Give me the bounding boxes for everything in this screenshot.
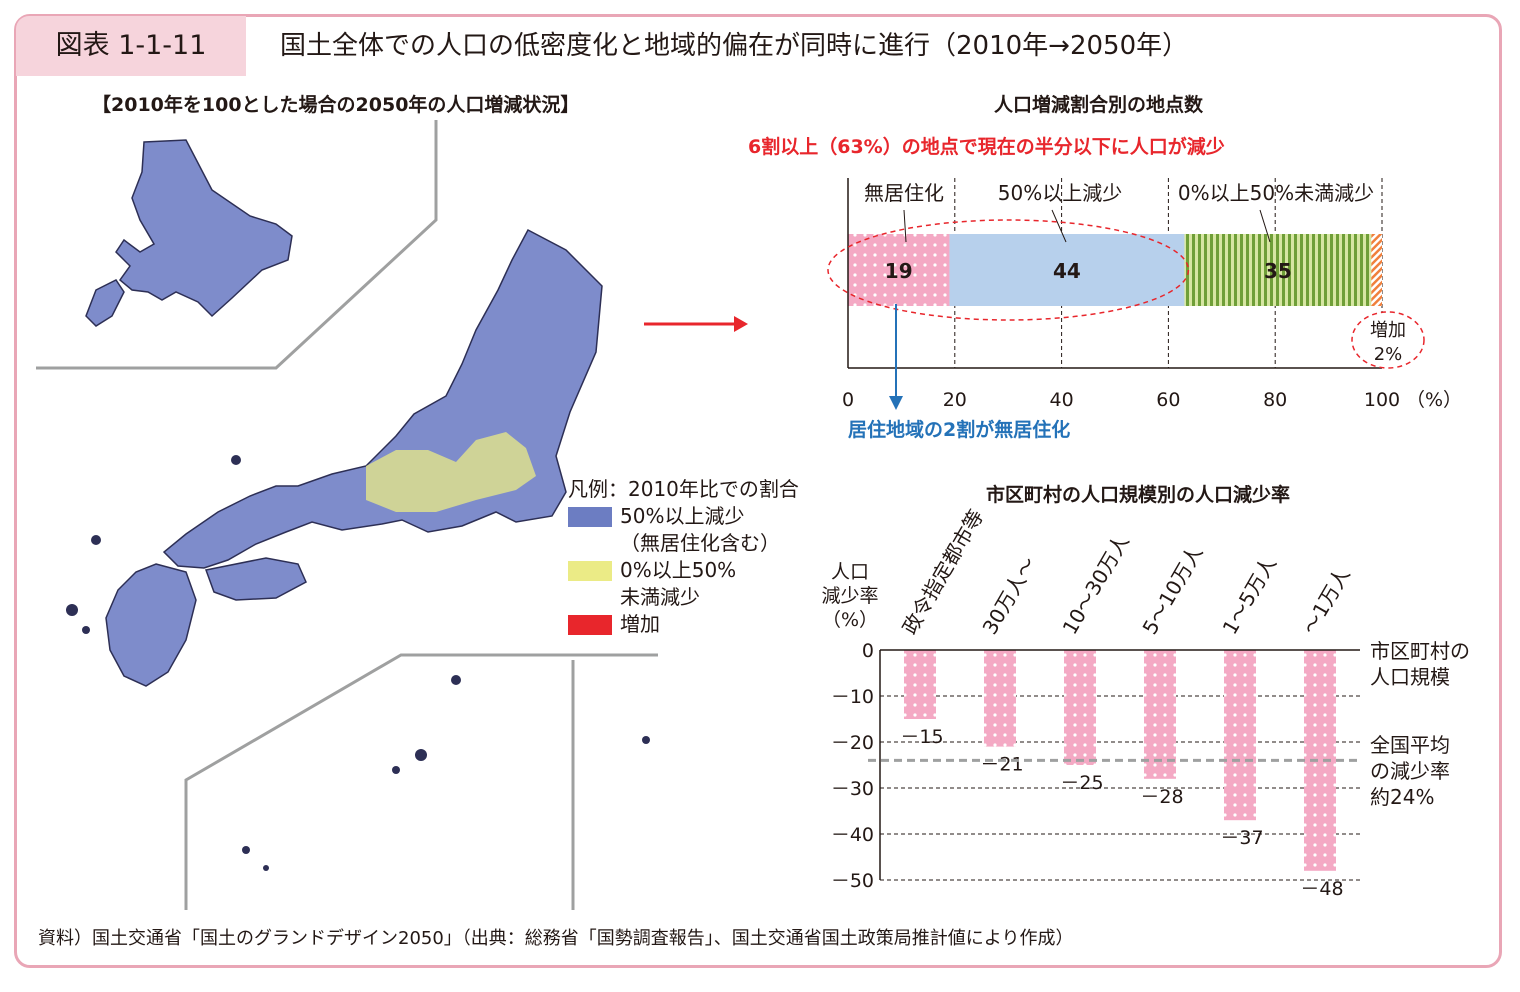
data-label: －25: [1060, 772, 1103, 794]
segment-label: 無居住化: [864, 181, 944, 205]
hokkaido-inset-frame: [36, 120, 438, 370]
pointer-line: [1259, 209, 1271, 243]
tick-label: 20: [943, 389, 967, 411]
legend-swatch: [568, 561, 612, 581]
tick-label: 0: [842, 389, 854, 411]
pointer-line: [1051, 209, 1067, 243]
category-label: ～1万人: [1298, 564, 1355, 639]
average-label: 全国平均: [1370, 733, 1450, 757]
bar: [984, 650, 1016, 747]
increase-label: 増加: [1370, 320, 1406, 341]
tick-label: －20: [831, 732, 874, 754]
tick-label: 100: [1364, 389, 1400, 411]
legend-swatch: [568, 507, 612, 527]
tick-label: －30: [831, 778, 874, 800]
tick-label: －50: [831, 870, 874, 892]
islands: [66, 455, 650, 871]
data-label: 44: [1053, 259, 1081, 283]
y-axis-label: 人口: [831, 561, 869, 583]
segment-label: 50%以上減少: [998, 181, 1122, 205]
category-label: 1～5万人: [1218, 552, 1282, 638]
tick-label: 0: [862, 640, 874, 662]
legend-label: （無居住化含む）: [620, 531, 780, 555]
bar-segment: [949, 234, 1185, 306]
kyushu-shikoku-shape: [105, 557, 307, 687]
arrow-down-icon: [889, 396, 903, 410]
bar-panel-headline: 6割以上（63%）の地点で現在の半分以下に人口が減少: [748, 136, 1225, 158]
tick-label: －10: [831, 686, 874, 708]
y-axis-label: 減少率: [821, 585, 878, 607]
bar-segment: [1371, 234, 1382, 306]
average-label: 約24%: [1370, 785, 1434, 809]
source-note: 資料）国土交通省「国土のグランドデザイン2050」（出典：総務省「国勢調査報告」…: [38, 928, 1074, 949]
bar: [1144, 650, 1176, 779]
data-label: －37: [1220, 827, 1263, 849]
data-label: －48: [1300, 878, 1343, 900]
average-label: の減少率: [1370, 759, 1450, 783]
bar: [904, 650, 936, 719]
population-decline-chart: －15 政令指定都市等 －21 30万人～ －25 10～30万人 －28 5～10万人 －37…: [821, 505, 1470, 900]
note-text: 居住地域の2割が無居住化: [848, 418, 1070, 441]
hokkaido-shape: [85, 139, 293, 327]
bar-segment: [848, 234, 950, 306]
figure-title: 国土全体での人口の低密度化と地域的偏在が同時に進行（2010年→2050年）: [280, 31, 1189, 61]
legend-label: 未満減少: [620, 585, 700, 609]
legend-label: 50%以上減少: [620, 504, 745, 528]
legend-label: 増加: [620, 612, 660, 636]
bar-panel-title: 人口増減割合別の地点数: [994, 94, 1204, 116]
bar: [1304, 650, 1336, 871]
category-label: 10～30万人: [1058, 530, 1134, 638]
x-axis-label: 人口規模: [1370, 665, 1450, 689]
bar-segment: [1184, 234, 1372, 306]
tick-label: 40: [1050, 389, 1074, 411]
honshu-shape: [162, 228, 603, 569]
okinawa-inset-frame: [184, 653, 658, 910]
map-legend: 凡例：2010年比での割合 50%以上減少 （無居住化含む） 0%以上50% 未…: [568, 476, 799, 638]
bar: [1224, 650, 1256, 821]
rate-panel-title: 市区町村の人口規模別の人口減少率: [986, 484, 1291, 506]
increase-label: 2%: [1374, 344, 1403, 365]
figure-label: 図表 1-1-11: [16, 16, 246, 76]
y-axis-label: （%）: [822, 609, 878, 631]
category-label: 30万人～: [978, 552, 1042, 638]
legend-item: 50%以上減少 （無居住化含む）: [568, 503, 799, 557]
map-title: 【2010年を100とした場合の2050年の人口増減状況】: [92, 94, 580, 116]
highlight-ellipse: [827, 219, 1190, 321]
category-label: 5～10万人: [1138, 541, 1208, 638]
data-label: －21: [980, 754, 1023, 776]
tick-label: 60: [1156, 389, 1180, 411]
legend-label: 0%以上50%: [620, 558, 737, 582]
category-label: 政令指定都市等: [898, 505, 989, 638]
legend-title: 凡例：2010年比での割合: [568, 477, 799, 501]
bar: [1064, 650, 1096, 765]
data-label: 35: [1264, 259, 1292, 283]
legend-item: 増加: [568, 611, 799, 638]
increase-callout: [1351, 311, 1425, 369]
data-label: 19: [885, 259, 913, 283]
data-label: －15: [900, 726, 943, 748]
axis-unit: （%）: [1406, 389, 1462, 411]
japan-map: [36, 120, 658, 910]
tick-label: 80: [1263, 389, 1287, 411]
arrow-right-icon: [644, 316, 748, 332]
data-label: －28: [1140, 786, 1183, 808]
tick-label: －40: [831, 824, 874, 846]
segment-label: 0%以上50%未満減少: [1178, 181, 1374, 205]
stacked-bar-chart: 19 44 35 0 20 40 60 80 100 （%） 無居住化 50%以上減少 0%以上50%未…: [827, 178, 1462, 441]
x-axis-label: 市区町村の: [1370, 639, 1470, 663]
legend-swatch: [568, 615, 612, 635]
pointer-line: [903, 209, 907, 243]
legend-item: 0%以上50% 未満減少: [568, 557, 799, 611]
